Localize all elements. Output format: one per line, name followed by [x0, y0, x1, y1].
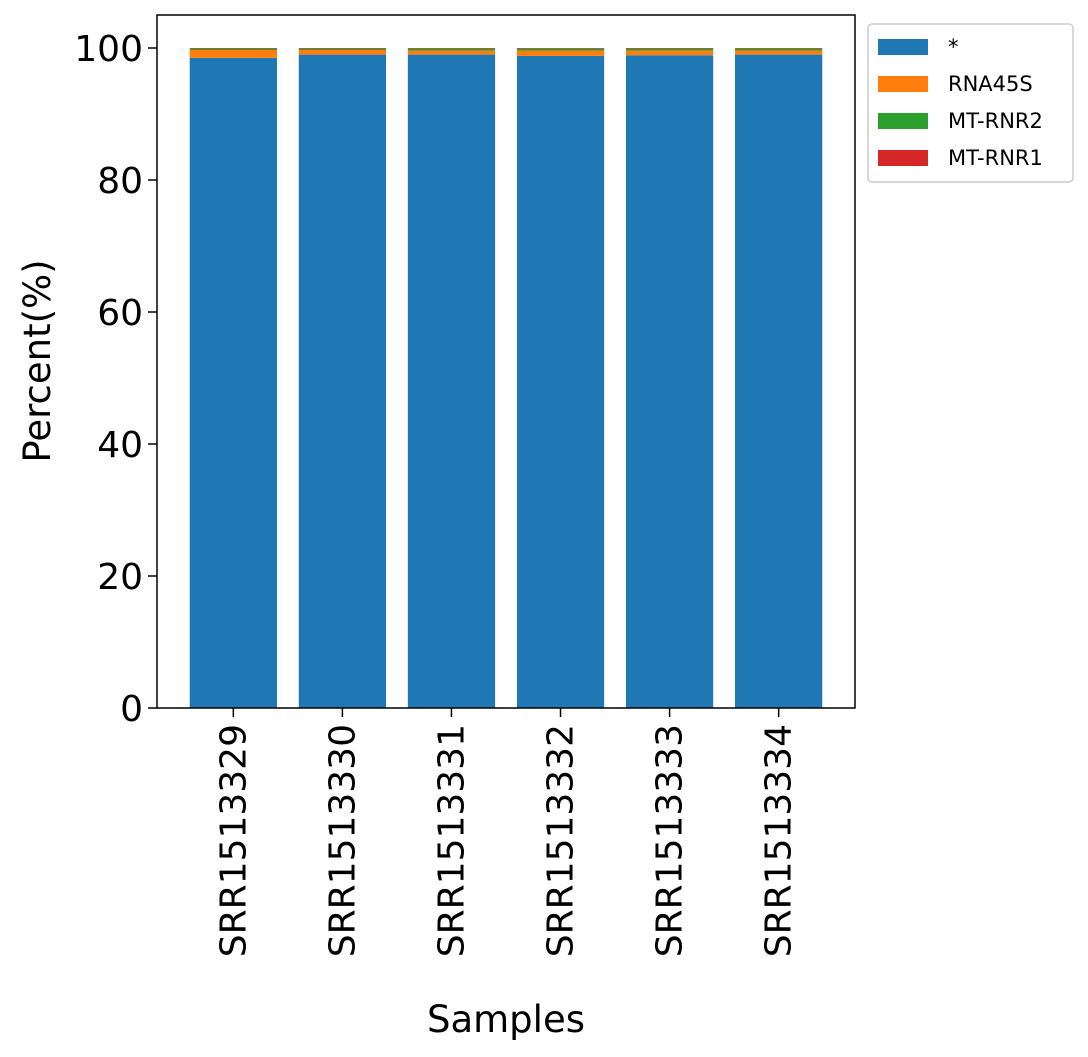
legend-swatch-2 [878, 113, 928, 129]
legend-label-1: RNA45S [948, 72, 1033, 96]
x-tick-label-5: SRR1513334 [759, 724, 800, 957]
bar-segment-1-5 [735, 50, 823, 55]
y-tick-label-0: 0 [120, 689, 143, 730]
y-axis-label: Percent(%) [16, 259, 59, 462]
legend-label-0: * [948, 35, 959, 59]
bar-segment-1-2 [407, 50, 496, 55]
bar-segment-2-0 [189, 48, 277, 50]
bar-segment-0-2 [407, 54, 496, 709]
y-axis: 0 20 40 60 80 100 [74, 29, 157, 730]
y-tick-label-1: 20 [97, 557, 143, 598]
bar-segment-2-1 [298, 48, 387, 50]
legend: * RNA45S MT-RNR2 MT-RNR1 [867, 23, 1074, 183]
bar-segment-1-1 [298, 49, 387, 55]
y-tick-label-4: 80 [97, 161, 143, 202]
bar-segment-2-3 [516, 48, 605, 51]
bar-segment-2-4 [625, 48, 714, 51]
bar-segment-0-3 [516, 55, 605, 709]
x-tick-label-2: SRR1513331 [431, 724, 472, 957]
y-tick-label-3: 60 [97, 293, 143, 334]
x-axis-label: Samples [427, 998, 585, 1041]
legend-swatch-1 [878, 76, 928, 92]
bar-segment-3-2 [407, 48, 496, 49]
bar-segment-0-1 [298, 54, 387, 709]
legend-frame [867, 23, 1074, 183]
legend-swatch-0 [878, 39, 928, 55]
bar-segment-2-5 [735, 48, 823, 51]
plot-frame [156, 14, 856, 709]
bar-segment-1-3 [516, 50, 605, 56]
bars-layer [189, 48, 823, 709]
y-tick-label-2: 40 [97, 425, 143, 466]
bar-segment-0-5 [735, 54, 823, 709]
x-tick-label-3: SRR1513332 [541, 724, 582, 957]
y-tick-label-5: 100 [74, 29, 143, 70]
bar-segment-3-3 [516, 48, 605, 49]
bar-segment-0-0 [189, 57, 277, 708]
legend-label-3: MT-RNR1 [948, 146, 1043, 170]
bar-segment-1-4 [625, 50, 714, 56]
bar-segment-3-5 [735, 48, 823, 49]
bar-segment-1-0 [189, 49, 277, 58]
bar-segment-3-1 [298, 48, 387, 49]
bar-segment-2-2 [407, 48, 496, 51]
x-tick-label-1: SRR1513330 [322, 724, 363, 957]
bar-segment-0-4 [625, 55, 714, 708]
legend-swatch-3 [878, 150, 928, 166]
bar-segment-3-0 [189, 48, 277, 49]
legend-label-2: MT-RNR2 [948, 109, 1043, 133]
x-tick-label-4: SRR1513333 [650, 724, 691, 957]
x-tick-label-0: SRR1513329 [213, 724, 254, 957]
bar-segment-3-4 [625, 48, 714, 49]
x-axis: SRR1513329 SRR1513330 SRR1513331 SRR1513332… [213, 708, 800, 957]
